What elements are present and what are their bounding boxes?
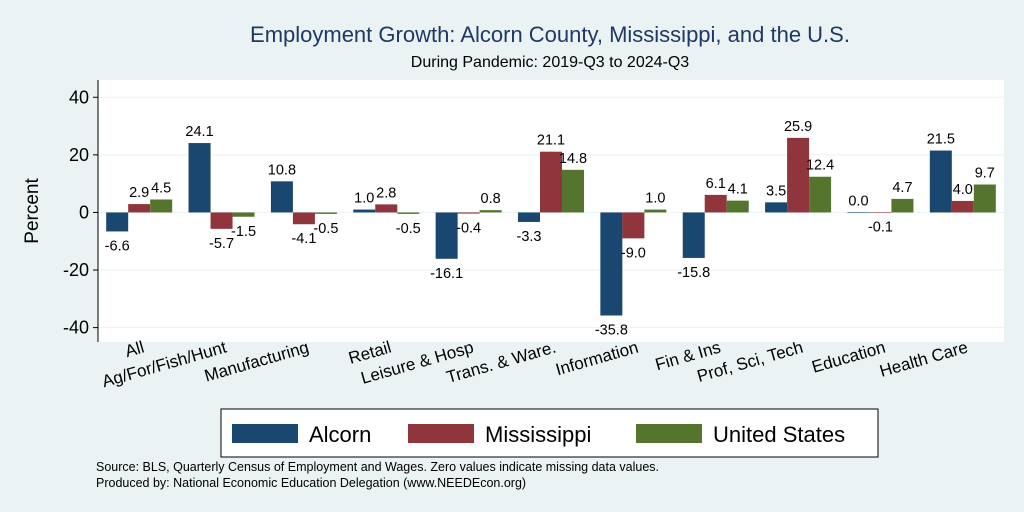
data-label-mississippi-leisure-hosp: -0.4 — [456, 221, 481, 237]
bar-united-states-fin-ins — [726, 200, 749, 213]
bar-mississippi-education — [869, 212, 892, 214]
legend-swatch-alcorn — [232, 424, 298, 443]
bar-alcorn-manufacturing — [270, 181, 293, 213]
data-label-mississippi-ag-for-fish-hunt: -5.7 — [209, 236, 234, 252]
bar-mississippi-trans-ware — [540, 151, 562, 213]
y-ticks-group: -40 -20 0 20 40 — [63, 87, 98, 338]
x-tick-label-information: Information — [553, 338, 640, 380]
y-axis-label: Percent — [22, 178, 43, 244]
data-label-united-states-information: 1.0 — [645, 191, 665, 207]
source-note: Source: BLS, Quarterly Census of Employm… — [96, 460, 659, 474]
bar-alcorn-information — [600, 212, 623, 316]
y-tick-label: -40 — [63, 318, 89, 338]
bar-alcorn-fin-ins — [682, 212, 705, 258]
data-label-alcorn-ag-for-fish-hunt: 24.1 — [185, 124, 213, 140]
legend-swatch-mississippi — [408, 424, 474, 443]
data-label-mississippi-all: 2.9 — [129, 185, 149, 201]
bar-united-states-information — [644, 209, 667, 213]
bar-united-states-leisure-hosp — [479, 210, 502, 213]
data-label-mississippi-prof-sci-tech: 25.9 — [784, 119, 812, 135]
data-label-alcorn-all: -6.6 — [105, 238, 130, 254]
data-label-alcorn-health-care: 21.5 — [927, 132, 955, 148]
data-label-mississippi-manufacturing: -4.1 — [291, 231, 316, 247]
bar-alcorn-all — [106, 212, 129, 232]
produced-note: Produced by: National Economic Education… — [96, 476, 526, 490]
y-tick-label: 0 — [79, 202, 89, 222]
data-label-mississippi-education: -0.1 — [868, 220, 893, 236]
bar-mississippi-information — [622, 212, 645, 239]
bar-mississippi-manufacturing — [292, 212, 315, 225]
bar-united-states-ag-for-fish-hunt — [232, 212, 255, 217]
data-label-united-states-trans-ware: 14.8 — [559, 151, 587, 167]
data-label-united-states-retail: -0.5 — [396, 221, 421, 237]
data-label-mississippi-health-care: 4.0 — [953, 182, 973, 198]
legend-swatch-united-states — [636, 424, 702, 443]
data-label-united-states-education: 4.7 — [892, 180, 912, 196]
data-label-alcorn-prof-sci-tech: 3.5 — [766, 183, 786, 199]
data-label-alcorn-manufacturing: 10.8 — [268, 162, 296, 178]
legend-label-alcorn: Alcorn — [309, 422, 371, 447]
x-tick-label-all: All — [123, 338, 146, 361]
data-label-united-states-prof-sci-tech: 12.4 — [806, 158, 834, 174]
legend-box — [220, 408, 879, 458]
data-label-united-states-fin-ins: 4.1 — [728, 182, 748, 198]
bar-alcorn-education — [847, 212, 870, 214]
bar-mississippi-health-care — [951, 200, 974, 213]
data-label-united-states-manufacturing: -0.5 — [313, 221, 338, 237]
data-label-mississippi-trans-ware: 21.1 — [537, 133, 565, 149]
data-label-mississippi-information: -9.0 — [621, 245, 646, 261]
bar-united-states-manufacturing — [314, 212, 337, 214]
bar-united-states-health-care — [973, 184, 996, 213]
data-label-alcorn-education: 0.0 — [848, 193, 868, 209]
data-label-united-states-health-care: 9.7 — [975, 166, 995, 182]
bar-alcorn-trans-ware — [518, 212, 540, 222]
bar-alcorn-leisure-hosp — [435, 212, 458, 259]
data-label-alcorn-fin-ins: -15.8 — [677, 265, 710, 281]
y-tick-label: -20 — [63, 260, 89, 280]
legend-label-mississippi: Mississippi — [485, 422, 591, 447]
data-label-alcorn-retail: 1.0 — [354, 191, 374, 207]
chart-title: Employment Growth: Alcorn County, Missis… — [250, 22, 850, 47]
y-tick-label: 20 — [69, 145, 89, 165]
data-label-alcorn-leisure-hosp: -16.1 — [430, 266, 463, 282]
bar-mississippi-retail — [375, 204, 398, 213]
bar-alcorn-ag-for-fish-hunt — [188, 143, 211, 213]
y-tick-label: 40 — [69, 87, 89, 107]
data-label-united-states-leisure-hosp: 0.8 — [481, 191, 501, 207]
data-label-united-states-all: 4.5 — [151, 180, 171, 196]
bar-mississippi-fin-ins — [704, 194, 727, 213]
legend: Alcorn Mississippi United States — [220, 408, 879, 458]
bar-mississippi-all — [128, 204, 151, 213]
bar-alcorn-retail — [353, 209, 376, 213]
chart-subtitle: During Pandemic: 2019-Q3 to 2024-Q3 — [411, 54, 689, 71]
data-label-mississippi-retail: 2.8 — [376, 185, 396, 201]
data-label-alcorn-trans-ware: -3.3 — [517, 229, 542, 245]
legend-label-united-states: United States — [713, 422, 845, 447]
bar-united-states-education — [891, 198, 914, 213]
bar-mississippi-leisure-hosp — [457, 212, 480, 214]
bar-mississippi-prof-sci-tech — [787, 137, 810, 213]
x-tick-label-health-care: Health Care — [877, 338, 969, 381]
bar-united-states-trans-ware — [562, 169, 584, 213]
data-label-alcorn-information: -35.8 — [595, 323, 628, 339]
bar-united-states-prof-sci-tech — [809, 176, 832, 213]
bar-mississippi-ag-for-fish-hunt — [210, 212, 233, 229]
data-label-united-states-ag-for-fish-hunt: -1.5 — [231, 224, 256, 240]
data-label-mississippi-fin-ins: 6.1 — [706, 176, 726, 192]
x-tick-label-education: Education — [810, 338, 888, 377]
data-labels-group: -6.62.9 4.524.1-5.7-1.510.8-4.1-0.51.0 2.8… — [105, 119, 995, 339]
bar-alcorn-prof-sci-tech — [765, 202, 788, 213]
bars-group — [106, 137, 996, 316]
bar-alcorn-health-care — [929, 150, 952, 213]
bar-united-states-all — [150, 199, 173, 213]
bar-united-states-retail — [397, 212, 420, 214]
